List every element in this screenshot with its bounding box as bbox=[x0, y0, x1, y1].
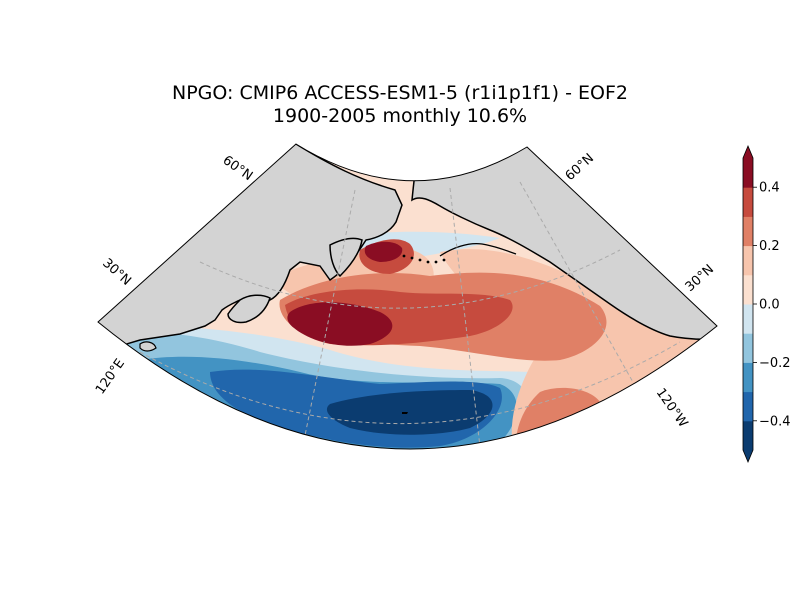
colorbar-segment bbox=[743, 245, 753, 276]
lat-label-60n-right: 60°N bbox=[563, 151, 597, 184]
lat-label-60n-left: 60°N bbox=[220, 153, 255, 184]
colorbar-ticks: 0.4 0.2 0.0 −0.2 −0.4 bbox=[753, 181, 791, 429]
map-frame bbox=[97, 143, 718, 450]
colorbar-tick-label: 0.2 bbox=[759, 239, 780, 254]
colorbar-segment bbox=[743, 216, 753, 247]
longitude-line-150w bbox=[519, 181, 661, 431]
colorbar-extend-min bbox=[743, 450, 753, 462]
hawaii-islands bbox=[481, 442, 501, 450]
latitude-line-30 bbox=[139, 341, 681, 425]
colorbar-segment bbox=[743, 187, 753, 217]
longitude-line-150e bbox=[299, 189, 356, 450]
colorbar-segment bbox=[743, 333, 753, 363]
land-alaska-peninsula bbox=[439, 242, 517, 257]
map-panel bbox=[98, 144, 717, 450]
anomaly-pos-07 bbox=[287, 302, 393, 346]
anomaly-pos-08 bbox=[364, 241, 403, 262]
colorbar-tick-label: 0.4 bbox=[759, 181, 780, 196]
latitude-line-45 bbox=[199, 249, 621, 309]
colorbar-segment bbox=[743, 158, 753, 188]
aleutian-islands bbox=[402, 254, 446, 264]
land-taiwan bbox=[139, 341, 157, 352]
map-title-line1: NPGO: CMIP6 ACCESS-ESM1-5 (r1i1p1f1) - E… bbox=[172, 82, 628, 104]
map-title-line2: 1900-2005 monthly 10.6% bbox=[272, 105, 528, 127]
colorbar-segment bbox=[743, 362, 753, 393]
longitude-line-180 bbox=[449, 187, 483, 450]
land-japan bbox=[227, 294, 271, 324]
lat-label-30n-right: 30°N bbox=[683, 262, 717, 295]
lon-label-120w: 120°W bbox=[653, 386, 691, 431]
colorbar-tick-label: −0.4 bbox=[759, 414, 791, 429]
colorbar-outline bbox=[742, 144, 754, 464]
colorbar-segment bbox=[743, 420, 753, 451]
colorbar-segment bbox=[743, 391, 753, 422]
lon-label-120e: 120°E bbox=[93, 356, 128, 397]
colorbar-tick-label: −0.2 bbox=[759, 356, 791, 371]
land-kamchatka bbox=[329, 237, 363, 278]
colorbar bbox=[742, 144, 754, 464]
colorbar-extend-max bbox=[743, 146, 753, 158]
colorbar-segment bbox=[743, 304, 753, 334]
colorbar-segment bbox=[743, 274, 753, 305]
anomaly-neg-05 bbox=[326, 390, 493, 435]
gridlines bbox=[139, 181, 681, 450]
island-speck bbox=[402, 412, 408, 414]
colorbar-tick-label: 0.0 bbox=[759, 298, 780, 313]
lat-label-30n-left: 30°N bbox=[99, 256, 133, 289]
